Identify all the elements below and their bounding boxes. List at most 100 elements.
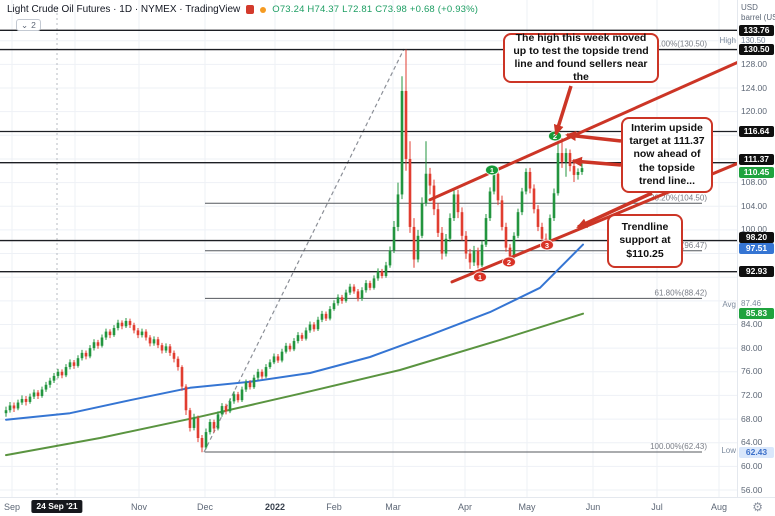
candle [556, 153, 560, 194]
candle [360, 290, 364, 299]
candle [36, 392, 40, 397]
candle [248, 382, 252, 388]
price-badge-110.45: 110.45 [739, 166, 774, 178]
svg-text:3: 3 [545, 241, 549, 250]
wave-marker-red-3[interactable]: 3 [540, 239, 554, 251]
candle [188, 410, 192, 428]
callout-trendline-support[interactable]: Trendline support at $110.25 [607, 214, 683, 268]
candle [348, 286, 352, 293]
candle [44, 384, 48, 390]
candle [156, 339, 160, 346]
candle [476, 250, 480, 266]
candle [484, 218, 488, 245]
candle [396, 194, 400, 227]
candle [92, 342, 96, 349]
candle [296, 335, 300, 342]
candle [240, 389, 244, 401]
candle [576, 171, 580, 175]
price-badge-97.51: 97.51 [739, 243, 774, 255]
side-marker-low: Low [721, 446, 736, 455]
candle [108, 331, 112, 336]
candle [448, 218, 452, 239]
price-tick: 84.00 [741, 318, 763, 329]
collapse-count: 2 [31, 20, 36, 30]
candle [84, 352, 88, 357]
candle [552, 193, 556, 219]
candle [20, 398, 24, 403]
candle [272, 356, 276, 363]
candle [524, 171, 528, 192]
object-tree-collapse-button[interactable]: ⌄ 2 [16, 19, 41, 31]
candle [572, 166, 576, 175]
time-tick-Mar: Mar [385, 502, 401, 512]
candle [352, 286, 356, 292]
candle [136, 330, 140, 336]
topside-trendline[interactable] [428, 61, 739, 202]
candle [344, 292, 348, 301]
candle [276, 356, 280, 361]
ma-blue[interactable] [5, 243, 584, 421]
wave-marker-green-1[interactable]: 1 [485, 164, 499, 176]
candle [512, 235, 516, 257]
price-badge-130.50: 130.50 [739, 44, 774, 56]
callout-topside-test[interactable]: The high this week moved up to test the … [503, 32, 659, 83]
gear-icon[interactable]: ⚙ [752, 500, 763, 514]
price-badge-116.64: 116.64 [739, 126, 774, 138]
candle [144, 331, 148, 338]
candle [220, 406, 224, 415]
time-axis[interactable]: ⚙ Sep Nov Dec 2022 Feb Mar Apr May Jun Jul Aug 24 S… [0, 497, 775, 516]
candle [304, 330, 308, 339]
annotation-arrow[interactable] [565, 131, 622, 143]
candle [196, 417, 200, 439]
candle [76, 358, 80, 366]
wave-marker-red-2[interactable]: 2 [502, 256, 516, 268]
annotation-arrow[interactable] [576, 191, 653, 229]
time-tick-Jun: Jun [585, 502, 601, 512]
candle [372, 278, 376, 288]
candle [128, 320, 132, 326]
fib-level-label: 61.80%(88.42) [655, 288, 708, 297]
annotation-arrow[interactable] [571, 156, 622, 167]
price-marker-value: 130.50 [741, 36, 766, 45]
candle [464, 235, 468, 254]
wave-marker-red-1[interactable]: 1 [473, 271, 487, 283]
candle [204, 432, 208, 448]
time-tick-Sep: Sep [3, 502, 21, 512]
price-badge-133.76: 133.76 [739, 24, 774, 36]
candle [200, 438, 204, 448]
candle [376, 271, 380, 279]
price-tick: 120.00 [741, 106, 767, 117]
candle [192, 417, 196, 428]
candle [216, 414, 220, 429]
symbol-title[interactable]: Light Crude Oil Futures · 1D · NYMEX · T… [7, 4, 241, 15]
candle [428, 173, 432, 186]
price-axis[interactable]: USD barrel (US) 128.00 124.00 120.00 108.00… [737, 0, 775, 497]
candle [540, 226, 544, 239]
ma-green[interactable] [5, 312, 584, 457]
candle [300, 335, 304, 339]
candle [564, 153, 568, 162]
candle [580, 168, 584, 172]
candle [4, 410, 8, 414]
candle [456, 194, 460, 213]
side-marker-avg: Avg [722, 300, 736, 309]
candle [508, 247, 512, 257]
candle [520, 191, 524, 213]
candle [72, 362, 76, 366]
annotation-arrow[interactable] [553, 85, 573, 136]
candle [416, 235, 420, 260]
candle [12, 405, 16, 409]
time-tick-Jul: Jul [651, 502, 663, 512]
price-tick: 68.00 [741, 413, 763, 424]
candle [224, 406, 228, 412]
callout-interim-target[interactable]: Interim upside target at 111.37 now ahea… [621, 117, 713, 193]
candle [168, 346, 172, 353]
candlestick-series [4, 49, 584, 453]
red-marker-icon[interactable] [246, 5, 255, 14]
fib-level-label: 38.20%(104.50) [650, 193, 707, 202]
candle [112, 328, 116, 336]
candle [164, 346, 168, 351]
fib-level-label: 0.00%(130.50) [655, 40, 708, 49]
candle [256, 371, 260, 378]
